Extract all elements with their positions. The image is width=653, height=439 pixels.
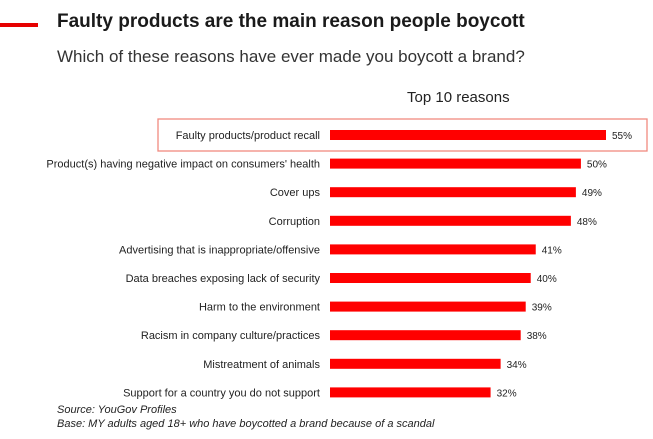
category-label: Advertising that is inappropriate/offens… xyxy=(119,244,320,256)
category-label: Faulty products/product recall xyxy=(176,130,320,142)
value-label: 34% xyxy=(507,360,527,371)
chart-title: Faulty products are the main reason peop… xyxy=(57,11,525,32)
bar xyxy=(330,330,521,341)
source-note: Source: YouGov Profiles xyxy=(57,404,177,416)
bar xyxy=(330,187,576,198)
category-label: Racism in company culture/practices xyxy=(141,330,321,342)
category-label: Data breaches exposing lack of security xyxy=(126,273,321,285)
bar xyxy=(330,358,501,369)
value-label: 40% xyxy=(537,274,557,285)
value-label: 41% xyxy=(542,245,562,256)
accent-line xyxy=(0,23,38,27)
value-label: 55% xyxy=(612,131,632,142)
base-note: Base: MY adults aged 18+ who have boycot… xyxy=(57,418,435,430)
bar xyxy=(330,244,536,255)
value-label: 50% xyxy=(587,160,607,171)
category-label: Cover ups xyxy=(270,187,321,199)
value-label: 48% xyxy=(577,217,597,228)
value-label: 39% xyxy=(532,303,552,314)
chart-subtitle: Which of these reasons have ever made yo… xyxy=(57,47,525,66)
value-label: 32% xyxy=(497,388,517,399)
category-label: Mistreatment of animals xyxy=(203,359,320,371)
bar xyxy=(330,387,491,398)
category-label: Harm to the environment xyxy=(199,302,320,314)
category-label: Support for a country you do not support xyxy=(123,387,320,399)
bar xyxy=(330,158,581,169)
bar xyxy=(330,301,526,312)
category-label: Product(s) having negative impact on con… xyxy=(46,159,320,171)
value-label: 49% xyxy=(582,188,602,199)
bar xyxy=(330,215,571,226)
category-label: Corruption xyxy=(269,216,320,228)
chart-heading: Top 10 reasons xyxy=(407,89,510,106)
bar xyxy=(330,273,531,283)
value-label: 38% xyxy=(527,331,547,342)
bar xyxy=(330,130,606,140)
highlight-box xyxy=(157,118,648,152)
